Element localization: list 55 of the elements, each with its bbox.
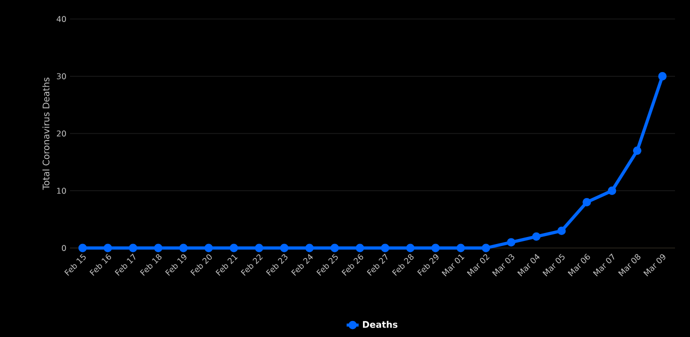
x-tick-label: Mar 01 (442, 254, 464, 276)
point (78, 244, 87, 252)
point (230, 244, 238, 252)
x-tick-label: Feb 21 (216, 254, 238, 276)
y-tick-label: 30 (56, 73, 66, 80)
point (506, 238, 516, 246)
point (632, 146, 642, 155)
x-tick-label: Mar 04 (517, 254, 540, 276)
y-tick-label: 20 (56, 130, 66, 137)
point (280, 244, 288, 252)
x-tick-label: Mar 03 (492, 254, 514, 276)
x-tick-label: Mar 07 (592, 254, 614, 276)
x-tick-label: Feb 26 (342, 254, 364, 276)
x-tick-label: Feb 29 (417, 254, 438, 276)
x-tick-label: Feb 23 (266, 254, 288, 276)
y-tick-label: 10 (57, 188, 66, 194)
y-axis-title: Total Coronavirus Deaths (42, 78, 50, 190)
point (356, 244, 364, 252)
x-tick-label: Feb 20 (190, 254, 212, 276)
point (204, 244, 213, 252)
point (532, 232, 541, 241)
point (431, 244, 440, 252)
x-tick-label: Feb 28 (392, 254, 414, 276)
point (104, 244, 112, 252)
point (330, 244, 339, 252)
x-tick-label: Feb 17 (114, 254, 136, 276)
point (380, 244, 390, 252)
x-tick-label: Mar 02 (466, 254, 490, 276)
y-tick-label: 40 (56, 16, 66, 22)
point (482, 244, 490, 252)
legend-label: Deaths (362, 320, 398, 328)
point (179, 244, 188, 252)
x-tick-label: Mar 05 (542, 254, 565, 276)
point (305, 244, 314, 252)
point (557, 226, 566, 236)
x-tick-label: Feb 22 (240, 254, 263, 276)
x-tick-label: Feb 15 (64, 254, 86, 276)
y-tick-label: 0 (62, 244, 66, 252)
point (582, 198, 591, 206)
point (154, 244, 162, 252)
x-tick-label: Feb 19 (165, 254, 186, 276)
point (254, 244, 264, 252)
x-tick-label: Feb 18 (140, 254, 162, 276)
x-tick-label: Mar 09 (643, 254, 666, 276)
point (456, 244, 465, 252)
x-tick-label: Mar 06 (568, 254, 590, 276)
x-tick-label: Mar 08 (618, 254, 640, 276)
point (128, 244, 138, 252)
point (608, 186, 616, 195)
point (658, 72, 667, 80)
x-tick-label: Feb 16 (90, 254, 112, 276)
point (406, 244, 415, 252)
x-tick-label: Feb 27 (366, 254, 388, 276)
x-tick-label: Feb 25 (316, 254, 338, 276)
x-tick-label: Feb 24 (291, 254, 313, 276)
